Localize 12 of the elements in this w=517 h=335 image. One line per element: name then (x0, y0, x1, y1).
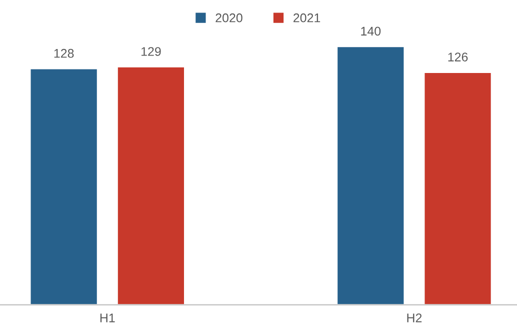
x-tick-label: H1 (100, 314, 115, 322)
data-label: 128 (54, 48, 74, 58)
legend-label: 2021 (294, 13, 320, 22)
bar (29, 68, 98, 305)
x-tick-label: H2 (407, 314, 422, 322)
bar (423, 72, 492, 305)
legend-label: 2020 (216, 13, 242, 22)
bar (116, 66, 186, 305)
data-label: 126 (448, 52, 468, 62)
data-label: 129 (141, 47, 161, 56)
bar (336, 46, 406, 305)
data-label: 140 (361, 26, 381, 36)
